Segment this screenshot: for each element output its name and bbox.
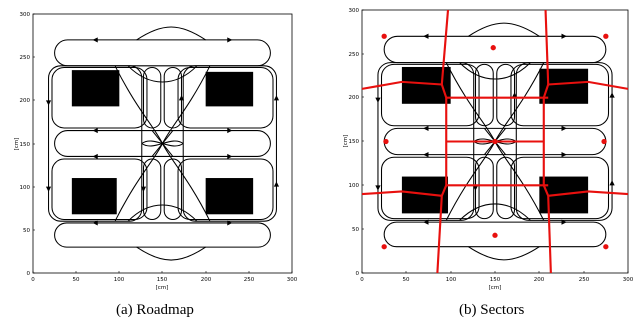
panel-sectors: 0 50 100 150 200 250 300 [cm] 0 50 100 1… xyxy=(343,8,634,291)
x-tick-label: 200 xyxy=(534,277,545,283)
y-tick-label: 50 xyxy=(352,227,359,233)
y-tick-label: 100 xyxy=(20,185,31,191)
y-tick-label: 300 xyxy=(20,12,31,18)
x-axis: 0 50 100 150 200 250 300 [cm] xyxy=(31,271,298,291)
y-tick-label: 0 xyxy=(27,271,31,277)
y-tick-label: 150 xyxy=(20,142,31,148)
x-axis-label: [cm] xyxy=(156,285,169,291)
y-axis-label: [cm] xyxy=(343,135,349,148)
y-tick-label: 150 xyxy=(349,139,360,145)
x-tick-label: 50 xyxy=(403,277,410,283)
x-tick-label: 150 xyxy=(490,277,501,283)
y-tick-label: 50 xyxy=(23,228,30,234)
y-axis: 0 50 100 150 200 250 300 [cm] xyxy=(14,12,35,277)
roadmap-diagram xyxy=(361,9,629,274)
caption-roadmap: (a) Roadmap xyxy=(116,302,194,318)
sector-borders xyxy=(361,9,629,274)
y-tick-label: 0 xyxy=(356,271,360,277)
y-tick-label: 250 xyxy=(20,55,31,61)
x-tick-label: 150 xyxy=(157,277,168,283)
x-tick-label: 0 xyxy=(31,277,35,283)
y-axis: 0 50 100 150 200 250 300 [cm] xyxy=(343,8,364,277)
plot-frame xyxy=(32,13,293,274)
y-axis-label: [cm] xyxy=(14,138,20,151)
x-tick-label: 250 xyxy=(244,277,255,283)
y-tick-label: 300 xyxy=(349,8,360,14)
x-axis-label: [cm] xyxy=(489,285,502,291)
y-tick-label: 100 xyxy=(349,183,360,189)
x-tick-label: 0 xyxy=(360,277,364,283)
y-tick-label: 200 xyxy=(20,98,31,104)
caption-sectors: (b) Sectors xyxy=(459,302,525,318)
roadmap-diagram xyxy=(45,26,280,261)
x-tick-label: 100 xyxy=(114,277,125,283)
x-axis: 0 50 100 150 200 250 300 [cm] xyxy=(360,271,634,291)
sector-seed-points xyxy=(381,33,609,250)
x-tick-label: 100 xyxy=(446,277,457,283)
panel-roadmap: 0 50 100 150 200 250 300 [cm] 0 50 100 1… xyxy=(14,12,298,291)
x-tick-label: 300 xyxy=(287,277,298,283)
x-tick-label: 250 xyxy=(579,277,590,283)
y-tick-label: 250 xyxy=(349,52,360,58)
x-tick-label: 300 xyxy=(623,277,634,283)
x-tick-label: 200 xyxy=(201,277,212,283)
x-tick-label: 50 xyxy=(73,277,80,283)
y-tick-label: 200 xyxy=(349,95,360,101)
